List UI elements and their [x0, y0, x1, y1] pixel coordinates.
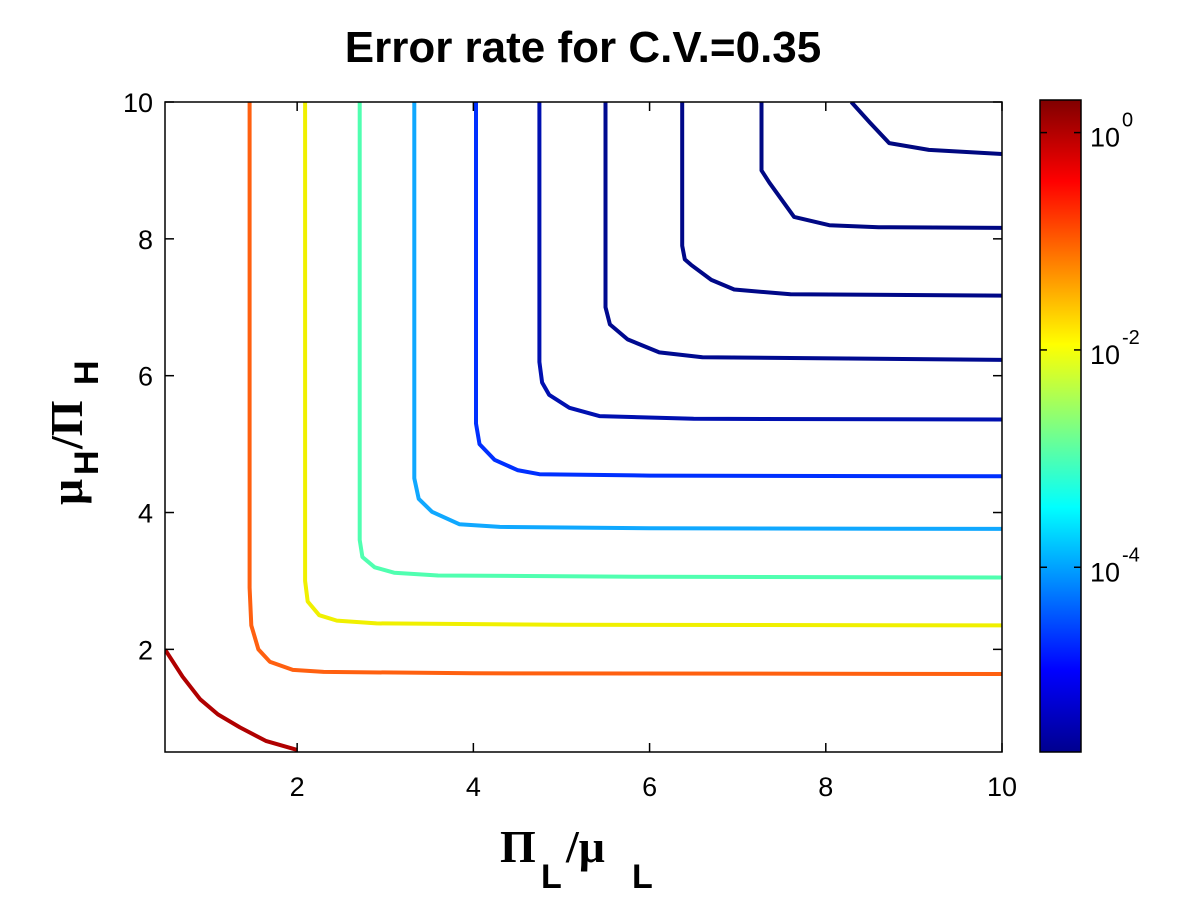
- contour-line-4: [357, 102, 1002, 580]
- y-tick-label: 6: [138, 362, 153, 392]
- x-label-sub1: L: [541, 858, 562, 896]
- y-axis: 2 4 6 8 10: [123, 88, 1002, 665]
- x-axis-label: Π L /μ L: [500, 821, 653, 896]
- chart-title: Error rate for C.V.=0.35: [345, 23, 822, 72]
- x-axis: 2 4 6 8 10: [290, 102, 1017, 802]
- x-tick-label: 6: [642, 772, 657, 802]
- colorbar-tick-label: 10: [1090, 340, 1120, 370]
- y-label-mid: /Π: [41, 400, 92, 450]
- y-tick-label: 8: [138, 225, 153, 255]
- contour-line-1: [165, 648, 298, 752]
- y-axis-label: μ H /Π H: [41, 360, 106, 505]
- y-label-sub2: H: [68, 360, 106, 385]
- x-tick-label: 8: [818, 772, 833, 802]
- y-label-sub1: H: [68, 450, 106, 475]
- colorbar-tick-exponent: -4: [1122, 544, 1140, 566]
- colorbar: [1039, 99, 1082, 753]
- contour-line-11: [849, 102, 1002, 156]
- contour-lines: [165, 102, 1002, 752]
- plot-frame: [164, 101, 1003, 753]
- contour-line-5: [412, 102, 1002, 531]
- x-label-sub2: L: [632, 858, 653, 896]
- x-tick-label: 2: [290, 772, 305, 802]
- x-label-mid: /μ: [565, 821, 605, 872]
- contour-line-2: [247, 102, 1002, 676]
- y-tick-label: 10: [123, 88, 153, 118]
- colorbar-tick-exponent: 0: [1122, 110, 1133, 132]
- x-tick-label: 10: [987, 772, 1017, 802]
- colorbar-tick-label: 10: [1090, 557, 1120, 587]
- colorbar-tick-exponent: -2: [1122, 327, 1140, 349]
- plot-area: [165, 102, 1002, 752]
- y-tick-label: 2: [138, 635, 153, 665]
- x-tick-label: 4: [466, 772, 481, 802]
- contour-line-6: [474, 102, 1002, 479]
- contour-line-8: [603, 102, 1002, 362]
- colorbar-tick-label: 10: [1090, 123, 1120, 153]
- y-label-main: μ: [41, 479, 92, 505]
- y-tick-label: 4: [138, 499, 153, 529]
- contour-line-9: [680, 102, 1002, 298]
- contour-line-3: [303, 102, 1002, 628]
- x-label-main: Π: [500, 821, 536, 872]
- contour-line-7: [537, 102, 1002, 422]
- contour-line-10: [759, 102, 1002, 230]
